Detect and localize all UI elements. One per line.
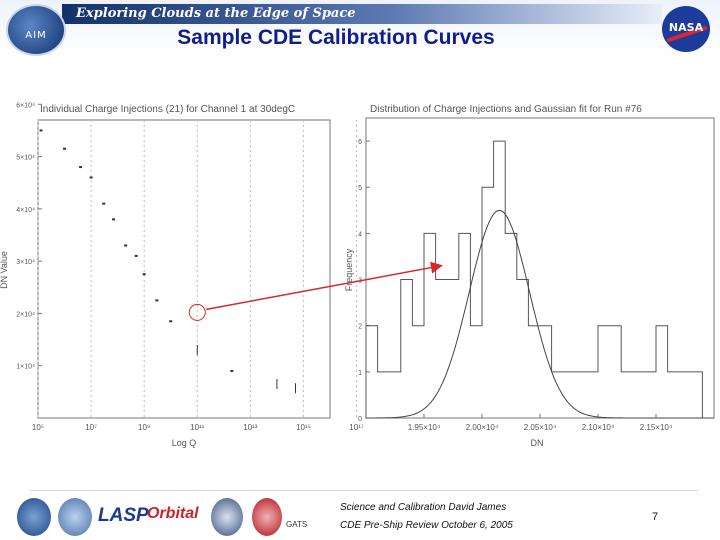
left-data-point: [155, 299, 159, 302]
left-data-point: [124, 244, 128, 247]
right-y-tick-label: 6: [358, 139, 362, 146]
histogram-outline: [365, 140, 714, 419]
highlighted-data-point: [188, 303, 206, 321]
nasa-logo: NASA: [662, 6, 710, 52]
left-chart-y-ticks: 1×10⁴ 2×10⁴ 3×10⁴ 4×10⁴ 5×10⁴ 6×10⁴: [16, 102, 42, 371]
right-x-tick-label: 2.00×10⁴: [466, 423, 499, 432]
aim-logo-text: AIM: [25, 30, 47, 41]
left-chart-y-label: DN Value: [0, 251, 9, 289]
left-data-point: [63, 147, 67, 150]
page-number: 7: [652, 511, 659, 523]
right-x-tick-label: 1.95×10⁴: [408, 423, 441, 432]
annotation-arrow: [206, 261, 443, 311]
right-x-tick-label: 2.05×10⁴: [524, 423, 557, 432]
left-y-tick-label: 6×10⁴: [16, 102, 35, 109]
banner-text: Exploring Clouds at the Edge of Space: [76, 6, 356, 21]
left-y-tick-label: 2×10⁴: [16, 311, 35, 318]
left-x-tick-label: 10¹¹: [190, 423, 205, 432]
banner-bar: Exploring Clouds at the Edge of Space: [62, 4, 662, 24]
gaussian-fit-curve: [366, 210, 714, 419]
footer-logo-seal: [17, 498, 51, 536]
left-plot-frame: [37, 119, 331, 419]
right-x-tick-label: 2.15×10⁴: [640, 423, 673, 432]
left-data-point: [39, 129, 43, 132]
left-chart-title: Individual Charge Injections (21) for Ch…: [40, 104, 295, 115]
left-x-tick-label: 10¹³: [243, 423, 258, 432]
right-y-tick-label: 2: [358, 324, 362, 331]
left-data-point: [89, 176, 93, 179]
footer-logo-swirl: [252, 498, 282, 536]
left-chart-grid: [37, 120, 358, 418]
right-chart-x-ticks: 1.95×10⁴ 2.00×10⁴ 2.05×10⁴ 2.10×10⁴ 2.15×10⁴: [408, 414, 673, 432]
left-x-tick-label: 10⁵: [32, 423, 44, 432]
left-x-tick-label: 10⁷: [85, 423, 97, 432]
orbital-logo: Orbital: [147, 505, 203, 529]
left-y-tick-label: 5×10⁴: [16, 155, 35, 162]
left-data-point: [230, 369, 234, 372]
left-y-tick-label: 3×10⁴: [16, 259, 35, 266]
left-data-point: [79, 166, 83, 169]
left-chart-x-label: Log Q: [172, 438, 197, 448]
right-chart-y-label: Frequency: [344, 248, 354, 291]
left-x-tick-label: 10¹⁷: [349, 423, 364, 432]
left-x-tick-label: 10⁹: [138, 423, 150, 432]
right-y-tick-label: 1: [358, 370, 362, 377]
calibration-charts: Individual Charge Injections (21) for Ch…: [0, 102, 715, 448]
footer-logo-mission: [58, 498, 92, 536]
right-y-tick-label: 0: [358, 416, 362, 423]
right-chart-title: Distribution of Charge Injections and Ga…: [370, 104, 642, 115]
nasa-logo-text: NASA: [668, 21, 704, 34]
left-x-tick-label: 10¹⁵: [296, 423, 311, 432]
right-y-tick-label: 4: [358, 231, 362, 238]
footer-line-1: Science and Calibration David James: [340, 502, 507, 513]
left-data-point: [102, 202, 106, 205]
footer-line-2: CDE Pre-Ship Review October 6, 2005: [340, 520, 513, 531]
left-data-point: [169, 320, 173, 323]
left-y-tick-label: 1×10⁴: [16, 364, 35, 371]
lasp-logo-text: LASP: [98, 505, 149, 526]
right-y-tick-label: 5: [358, 185, 362, 192]
left-chart-points: [39, 129, 296, 394]
left-chart-x-ticks: 10⁵ 10⁷ 10⁹ 10¹¹ 10¹³ 10¹⁵ 10¹⁷: [32, 423, 364, 432]
right-plot-frame: [365, 117, 715, 419]
right-chart-x-label: DN: [531, 438, 544, 448]
orbital-logo-text: Orbital: [147, 505, 199, 522]
gats-logo-text: GATS: [286, 520, 308, 529]
right-x-tick-label: 2.10×10⁴: [582, 423, 615, 432]
left-data-point: [112, 218, 116, 221]
slide-title: Sample CDE Calibration Curves: [177, 26, 495, 49]
lasp-logo: LASP: [98, 505, 149, 529]
left-data-point: [134, 254, 138, 257]
aim-logo: AIM: [6, 4, 66, 56]
footer-logo-emblem: [211, 498, 243, 536]
left-data-point: [142, 273, 146, 276]
left-y-tick-label: 4×10⁴: [16, 207, 35, 214]
footer-divider: [30, 490, 698, 491]
